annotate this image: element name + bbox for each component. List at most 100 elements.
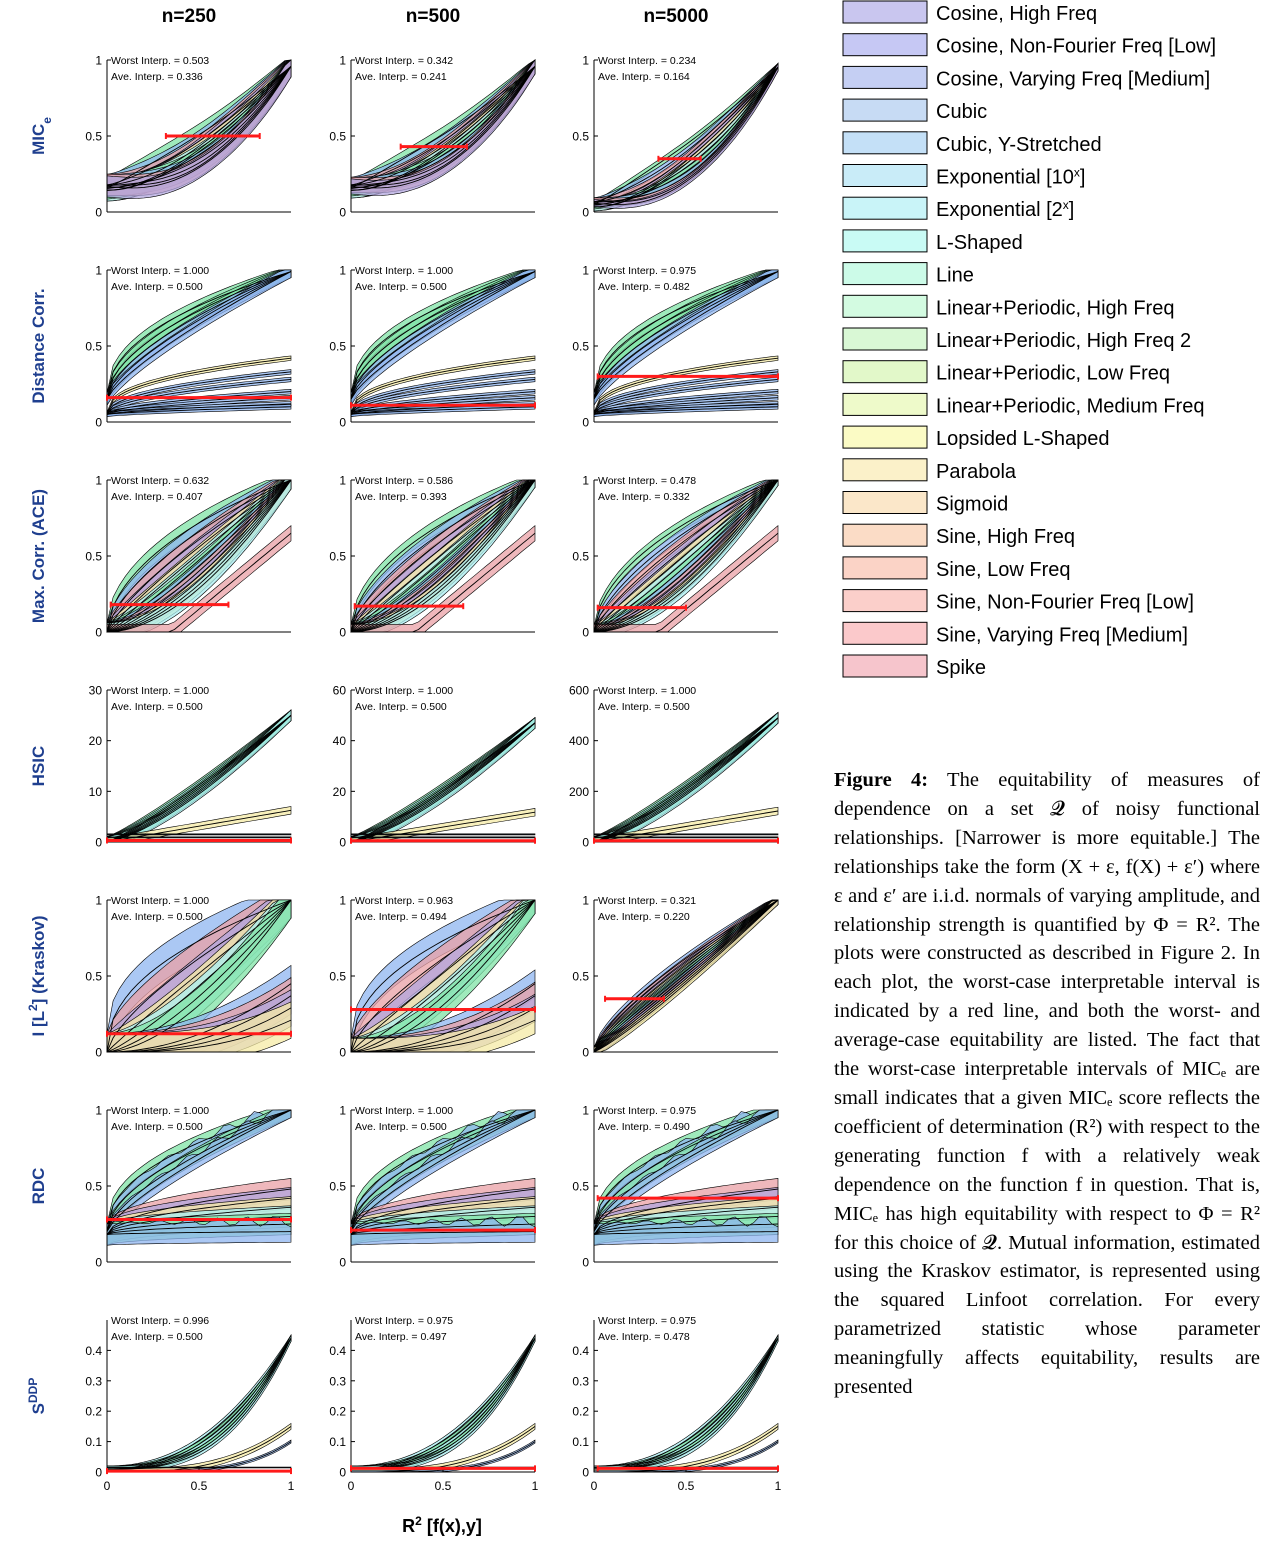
- center-curve: [106, 899, 292, 1053]
- caption-label: Figure 4:: [834, 769, 929, 791]
- center-curve: [350, 479, 536, 633]
- legend-label: Exponential [2x]: [936, 198, 1074, 221]
- y-tick-label: 0.5: [572, 1180, 589, 1194]
- y-tick-label: 0: [95, 626, 102, 640]
- x-tick-label: 0.5: [678, 1479, 695, 1493]
- legend-swatch: [842, 98, 928, 122]
- center-curve: [350, 479, 536, 633]
- center-curve: [593, 899, 779, 1053]
- worst-interp-label: Worst Interp. = 0.975: [598, 1315, 696, 1327]
- center-curve: [593, 1109, 779, 1232]
- legend-label-sup: x: [1063, 198, 1069, 212]
- y-tick-label: 0.4: [329, 1344, 346, 1358]
- y-tick-label: 0.2: [572, 1405, 589, 1419]
- center-curve: [106, 1188, 292, 1235]
- y-tick-label: 0.5: [85, 130, 102, 144]
- legend-label-text: Sine, Low Freq: [936, 559, 1071, 581]
- y-tick-label: 1: [582, 1104, 589, 1118]
- panel-r0-c2: 0 0.5 1 Worst Interp. = 0.234 Ave. Interp. =…: [572, 54, 779, 220]
- panel-r0-c1: 0 0.5 1 Worst Interp. = 0.342 Ave. Interp. =…: [329, 54, 536, 220]
- y-tick-label: 0: [582, 206, 589, 220]
- center-curve: [106, 714, 292, 843]
- column-headers: n=250 n=500 n=5000: [162, 6, 709, 27]
- band: [350, 479, 536, 633]
- legend-entry: Linear+Periodic, Medium Freq: [842, 392, 1204, 417]
- legend-label: Lopsided L-Shaped: [936, 428, 1109, 450]
- y-tick-label: 1: [95, 474, 102, 488]
- legend-label-text: Sine, Varying Freq [Medium]: [936, 624, 1188, 646]
- band: [106, 479, 292, 633]
- y-tick-label: 20: [89, 734, 103, 748]
- legend-entry: L-Shaped: [842, 229, 1023, 254]
- y-tick-label: 400: [569, 734, 589, 748]
- ave-interp-label: Ave. Interp. = 0.478: [598, 1331, 690, 1343]
- center-curve: [106, 1231, 292, 1236]
- x-label-main: R: [402, 1516, 415, 1536]
- center-curve: [593, 479, 779, 633]
- center-curve: [350, 722, 536, 843]
- legend-label: Sine, Varying Freq [Medium]: [936, 624, 1188, 646]
- center-curve: [350, 397, 536, 415]
- y-tick-label: 1: [339, 1104, 346, 1118]
- y-tick-label: 0.4: [572, 1344, 589, 1358]
- legend-entry: Sigmoid: [842, 491, 1008, 516]
- center-curve: [593, 271, 779, 400]
- center-curve: [350, 271, 536, 400]
- center-curve: [350, 722, 536, 843]
- legend-entry: Parabola: [842, 458, 1017, 483]
- y-tick-label: 600: [569, 684, 589, 698]
- legend-label: Parabola: [936, 461, 1017, 483]
- center-curve: [350, 66, 536, 186]
- center-curve: [593, 66, 779, 203]
- legend-label-text: Linear+Periodic, High Freq 2: [936, 330, 1191, 352]
- center-curve: [350, 271, 536, 400]
- legend-swatch: [842, 0, 928, 24]
- legend-label-text: Linear+Periodic, Low Freq: [936, 363, 1170, 385]
- y-tick-label: 0: [339, 836, 346, 850]
- center-curve: [593, 397, 779, 415]
- panel-r4-c2: 0 0.5 1 Worst Interp. = 0.321 Ave. Interp. =…: [572, 894, 779, 1060]
- y-tick-label: 0: [339, 1466, 346, 1480]
- band: [593, 1335, 779, 1473]
- center-curve: [106, 271, 292, 400]
- y-tick-label: 0: [95, 1046, 102, 1060]
- legend-label-text: Sigmoid: [936, 494, 1008, 516]
- center-curve: [350, 271, 536, 400]
- center-curve: [106, 479, 292, 633]
- legend-label: Sine, Low Freq: [936, 559, 1071, 581]
- center-curve: [593, 717, 779, 843]
- row-label-sup: 2: [26, 1004, 40, 1011]
- center-curve: [106, 714, 292, 843]
- legend-swatch: [842, 621, 928, 645]
- center-curve: [350, 66, 536, 187]
- panel-r3-c0: 0 10 20 30 Worst Interp. = 1.000 Ave. Interp.…: [89, 684, 292, 850]
- center-curve: [593, 1215, 779, 1235]
- panel-r2-c1: 0 0.5 1 Worst Interp. = 0.586 Ave. Interp. =…: [329, 474, 536, 640]
- center-curve: [350, 66, 536, 189]
- center-curve: [593, 717, 779, 843]
- center-curve: [593, 271, 779, 400]
- center-curve: [106, 714, 292, 843]
- legend-label-text: Spike: [936, 657, 986, 679]
- center-curve: [350, 479, 536, 633]
- legend-label-text: Sine, High Freq: [936, 526, 1075, 548]
- center-curve: [593, 810, 779, 843]
- ave-interp-label: Ave. Interp. = 0.482: [598, 281, 690, 293]
- center-curve: [350, 479, 536, 633]
- center-curve: [593, 1337, 779, 1470]
- legend-swatch: [842, 327, 928, 351]
- y-tick-label: 0.1: [329, 1435, 346, 1449]
- center-curve: [350, 899, 536, 1053]
- ave-interp-label: Ave. Interp. = 0.407: [111, 491, 203, 503]
- legend-label-text: Exponential [10: [936, 167, 1074, 189]
- y-tick-label: 0: [582, 1466, 589, 1480]
- band: [593, 269, 779, 407]
- ave-interp-label: Ave. Interp. = 0.490: [598, 1121, 690, 1133]
- legend-swatch: [842, 229, 928, 253]
- y-tick-label: 1: [339, 894, 346, 908]
- y-tick-label: 0: [95, 416, 102, 430]
- y-tick-label: 0: [339, 206, 346, 220]
- legend-entry: Sine, High Freq: [842, 523, 1075, 548]
- center-curve: [593, 1197, 779, 1235]
